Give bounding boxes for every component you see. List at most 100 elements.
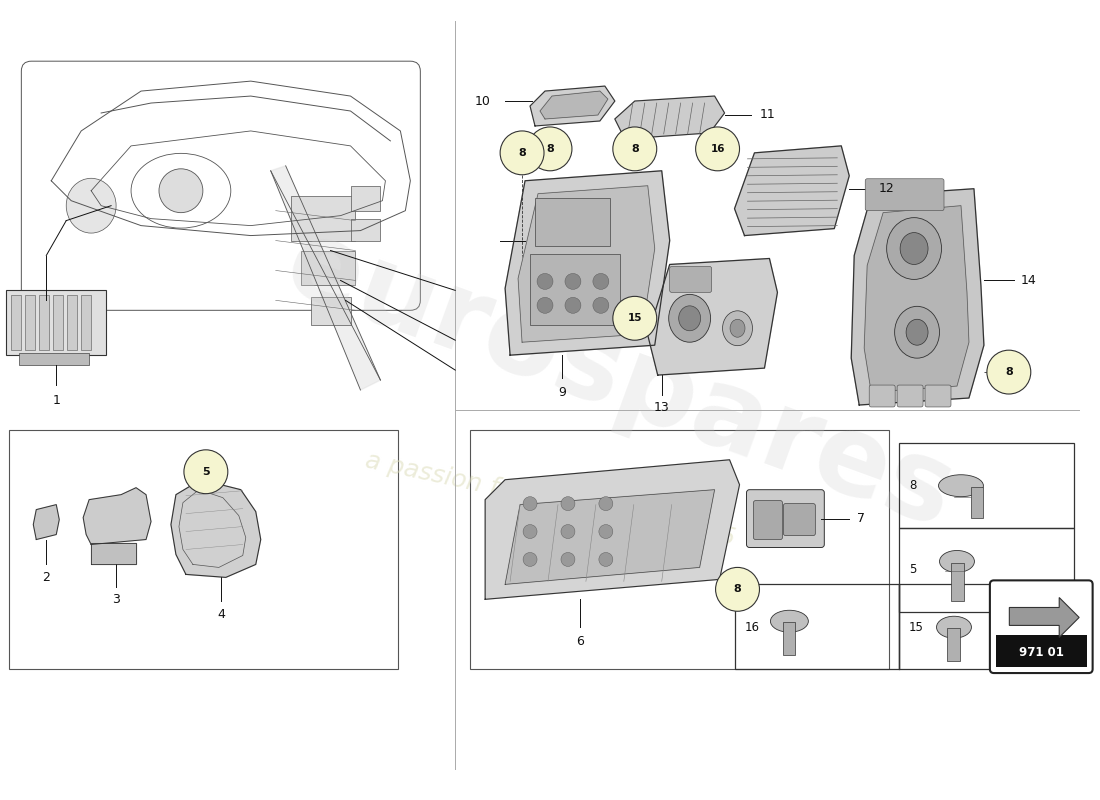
FancyBboxPatch shape	[535, 198, 609, 246]
FancyBboxPatch shape	[898, 385, 923, 407]
Polygon shape	[615, 96, 725, 139]
FancyBboxPatch shape	[947, 628, 960, 661]
Text: 4: 4	[217, 608, 224, 621]
Polygon shape	[518, 186, 654, 342]
FancyBboxPatch shape	[925, 385, 952, 407]
Ellipse shape	[770, 610, 808, 632]
Polygon shape	[33, 505, 59, 539]
FancyBboxPatch shape	[300, 250, 355, 286]
Circle shape	[561, 497, 575, 510]
FancyBboxPatch shape	[996, 635, 1087, 667]
Polygon shape	[505, 170, 670, 355]
Circle shape	[598, 525, 613, 538]
Text: 13: 13	[653, 402, 670, 414]
FancyBboxPatch shape	[290, 196, 355, 241]
Ellipse shape	[669, 294, 711, 342]
Ellipse shape	[723, 311, 752, 346]
FancyBboxPatch shape	[40, 295, 49, 350]
Text: 7: 7	[857, 512, 866, 525]
Text: 8: 8	[631, 144, 639, 154]
Polygon shape	[271, 166, 381, 390]
Polygon shape	[851, 189, 983, 405]
FancyBboxPatch shape	[25, 295, 35, 350]
Text: 6: 6	[576, 634, 584, 648]
FancyBboxPatch shape	[7, 290, 106, 355]
Text: 10: 10	[474, 94, 491, 107]
Circle shape	[524, 553, 537, 566]
FancyBboxPatch shape	[11, 295, 21, 350]
Text: eurospares: eurospares	[272, 210, 968, 550]
FancyBboxPatch shape	[952, 563, 964, 602]
Text: 2: 2	[42, 571, 51, 584]
FancyBboxPatch shape	[81, 295, 91, 350]
Polygon shape	[648, 258, 778, 375]
Circle shape	[565, 298, 581, 314]
FancyBboxPatch shape	[866, 178, 944, 210]
Text: 15: 15	[627, 314, 642, 323]
Text: 8: 8	[909, 479, 916, 492]
Circle shape	[613, 127, 657, 170]
Ellipse shape	[107, 509, 125, 526]
FancyBboxPatch shape	[310, 298, 351, 326]
Circle shape	[987, 350, 1031, 394]
FancyBboxPatch shape	[783, 622, 795, 655]
Text: 16: 16	[745, 621, 759, 634]
Text: 971 01: 971 01	[1019, 646, 1064, 659]
Circle shape	[561, 525, 575, 538]
Circle shape	[184, 450, 228, 494]
FancyBboxPatch shape	[754, 501, 782, 539]
Text: 9: 9	[558, 386, 565, 398]
FancyBboxPatch shape	[670, 266, 712, 292]
FancyBboxPatch shape	[869, 385, 895, 407]
Circle shape	[593, 298, 609, 314]
FancyBboxPatch shape	[53, 295, 63, 350]
Polygon shape	[485, 460, 739, 599]
Polygon shape	[91, 542, 136, 565]
Text: 16: 16	[711, 144, 725, 154]
Ellipse shape	[900, 233, 928, 265]
Circle shape	[160, 169, 202, 213]
Circle shape	[537, 274, 553, 290]
Text: 5: 5	[202, 466, 210, 477]
Ellipse shape	[906, 319, 928, 345]
Ellipse shape	[936, 616, 971, 638]
Circle shape	[598, 553, 613, 566]
Ellipse shape	[887, 218, 942, 279]
FancyBboxPatch shape	[530, 254, 619, 326]
Text: 15: 15	[909, 621, 924, 634]
Polygon shape	[505, 490, 715, 584]
Text: 8: 8	[546, 144, 554, 154]
Text: a passion for parts since 1985: a passion for parts since 1985	[363, 449, 737, 550]
Text: 11: 11	[759, 109, 775, 122]
FancyBboxPatch shape	[67, 295, 77, 350]
Circle shape	[598, 497, 613, 510]
Circle shape	[500, 131, 544, 174]
FancyBboxPatch shape	[20, 353, 89, 365]
Circle shape	[561, 553, 575, 566]
Circle shape	[716, 567, 759, 611]
Text: 3: 3	[112, 593, 120, 606]
Circle shape	[524, 525, 537, 538]
Polygon shape	[735, 146, 849, 235]
Text: 8: 8	[734, 584, 741, 594]
Text: 14: 14	[1021, 274, 1036, 287]
FancyBboxPatch shape	[351, 186, 381, 210]
Ellipse shape	[939, 550, 975, 572]
FancyBboxPatch shape	[783, 504, 815, 535]
Ellipse shape	[679, 306, 701, 330]
Text: 1: 1	[53, 394, 60, 406]
FancyBboxPatch shape	[971, 486, 983, 518]
Polygon shape	[170, 480, 261, 578]
Text: 8: 8	[518, 148, 526, 158]
Circle shape	[613, 296, 657, 340]
Polygon shape	[530, 86, 615, 126]
Circle shape	[695, 127, 739, 170]
FancyBboxPatch shape	[747, 490, 824, 547]
Polygon shape	[540, 91, 608, 119]
Text: 5: 5	[909, 563, 916, 576]
Ellipse shape	[938, 474, 983, 497]
Ellipse shape	[66, 178, 117, 233]
Polygon shape	[865, 206, 969, 392]
FancyBboxPatch shape	[39, 514, 53, 531]
Ellipse shape	[99, 500, 133, 535]
